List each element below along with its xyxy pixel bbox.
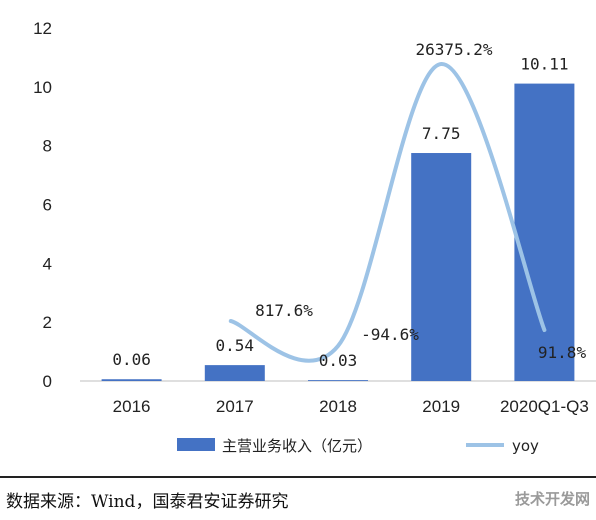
yoy-value-label: -94.6% [361, 325, 419, 344]
x-tick-label: 2016 [113, 397, 151, 416]
legend-line-label: yoy [512, 437, 539, 455]
bar-value-label: 7.75 [422, 124, 461, 143]
bar-value-label: 0.54 [216, 336, 255, 355]
legend-bar-swatch [177, 438, 215, 451]
yoy-line [228, 61, 547, 363]
bar [308, 380, 368, 381]
y-tick-label: 2 [43, 313, 52, 332]
x-tick-label: 2017 [216, 397, 254, 416]
y-tick-label: 0 [43, 372, 52, 391]
yoy-value-label: 91.8% [538, 343, 587, 362]
yoy-value-label: 26375.2% [415, 40, 492, 59]
bar-value-label: 0.03 [319, 351, 358, 370]
bar [411, 153, 472, 381]
x-tick-label: 2019 [422, 397, 460, 416]
yoy-value-label: 817.6% [255, 301, 313, 320]
watermark: 技术开发网 [514, 490, 590, 508]
legend-bar-label: 主营业务收入（亿元） [222, 437, 372, 455]
y-tick-label: 12 [33, 19, 52, 38]
x-tick-label: 2018 [319, 397, 357, 416]
bar [204, 365, 265, 381]
y-tick-label: 4 [43, 254, 52, 273]
y-tick-label: 6 [43, 196, 52, 215]
y-tick-label: 10 [33, 78, 52, 97]
bar-value-label: 0.06 [112, 350, 151, 369]
bar [101, 379, 162, 381]
x-tick-label: 2020Q1-Q3 [500, 397, 589, 416]
bar [514, 83, 575, 381]
chart: 0 2 4 6 8 10 12 2016 2017 2018 2019 2020Q1-Q3 0.06 0.… [33, 19, 596, 455]
source-bar: 数据来源：Wind，国泰君安证券研究 技术开发网 [0, 476, 596, 520]
source-note: 数据来源：Wind，国泰君安证券研究 [6, 492, 289, 512]
y-tick-label: 8 [43, 137, 52, 156]
bar-value-label: 10.11 [520, 55, 568, 74]
